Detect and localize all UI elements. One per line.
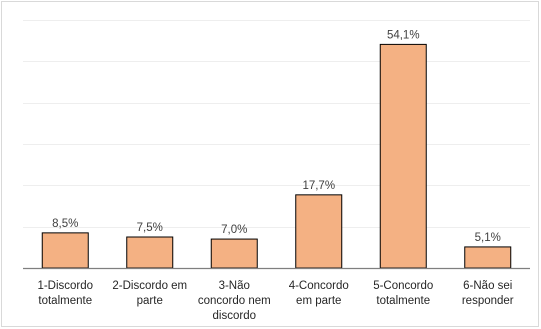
data-label-6: 5,1% bbox=[475, 232, 501, 244]
bar-5 bbox=[379, 43, 427, 269]
data-label-4: 17,7% bbox=[302, 180, 335, 192]
category-label-5: 5-Concordo totalmente bbox=[373, 280, 433, 307]
bar-4 bbox=[295, 194, 343, 269]
category-label-3: 3-Não concordo nem discordo bbox=[198, 280, 271, 322]
category-label-4: 4-Concordo em parte bbox=[289, 280, 349, 307]
data-label-3: 7,0% bbox=[221, 224, 247, 236]
bar-1 bbox=[41, 232, 89, 269]
bar-2 bbox=[126, 236, 174, 269]
data-label-2: 7,5% bbox=[137, 222, 163, 234]
bar-3 bbox=[210, 238, 258, 269]
category-label-1: 1-Discordo totalmente bbox=[37, 280, 93, 307]
category-label-2: 2-Discordo em parte bbox=[112, 280, 187, 307]
data-label-5: 54,1% bbox=[387, 29, 420, 41]
bar-6 bbox=[464, 246, 512, 269]
data-label-1: 8,5% bbox=[52, 218, 78, 230]
category-label-6: 6-Não sei responder bbox=[462, 280, 514, 307]
